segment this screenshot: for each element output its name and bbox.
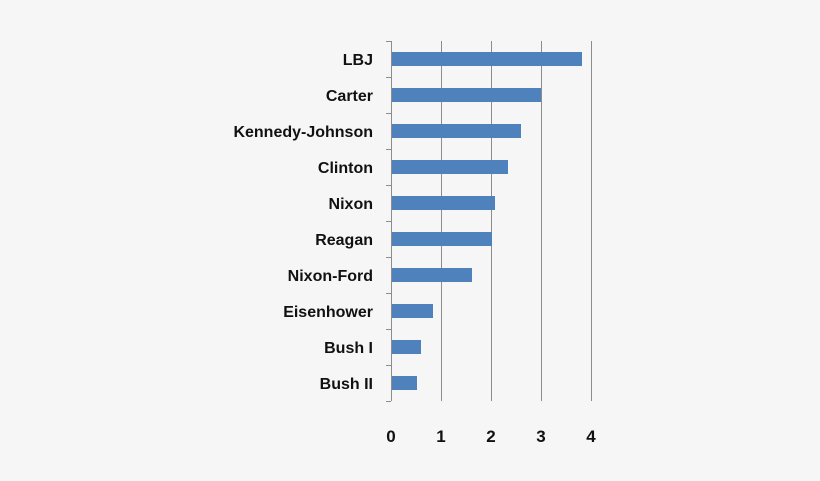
bar-carter [391,88,541,102]
bar-kennedy-johnson [391,124,521,138]
category-label: Clinton [318,160,373,177]
category-label: LBJ [343,52,373,69]
value-axis [386,41,392,402]
bar-reagan [391,232,492,246]
bar-clinton [391,160,508,174]
bar-nixon-ford [391,268,472,282]
x-tick-label: 3 [536,427,545,446]
category-label: Reagan [315,232,373,249]
bar-bush-i [391,340,421,354]
category-label: Nixon [329,196,373,213]
category-label: Bush II [320,376,373,393]
x-tick-label: 2 [486,427,495,446]
bars [391,52,582,390]
bar-bush-ii [391,376,417,390]
bar-lbj [391,52,582,66]
category-label: Nixon-Ford [288,268,373,285]
category-label: Carter [326,88,373,105]
x-tick-label: 0 [386,427,395,446]
category-label: Kennedy-Johnson [233,124,373,141]
bar-eisenhower [391,304,433,318]
bar-nixon [391,196,495,210]
category-label: Bush I [324,340,373,357]
x-tick-label: 4 [586,427,596,446]
x-tick-label: 1 [436,427,445,446]
tick-labels: 0 1 2 3 4 [386,427,596,446]
category-label: Eisenhower [283,304,373,321]
category-labels: LBJ Carter Kennedy-Johnson Clinton Nixon Reag… [233,52,373,393]
